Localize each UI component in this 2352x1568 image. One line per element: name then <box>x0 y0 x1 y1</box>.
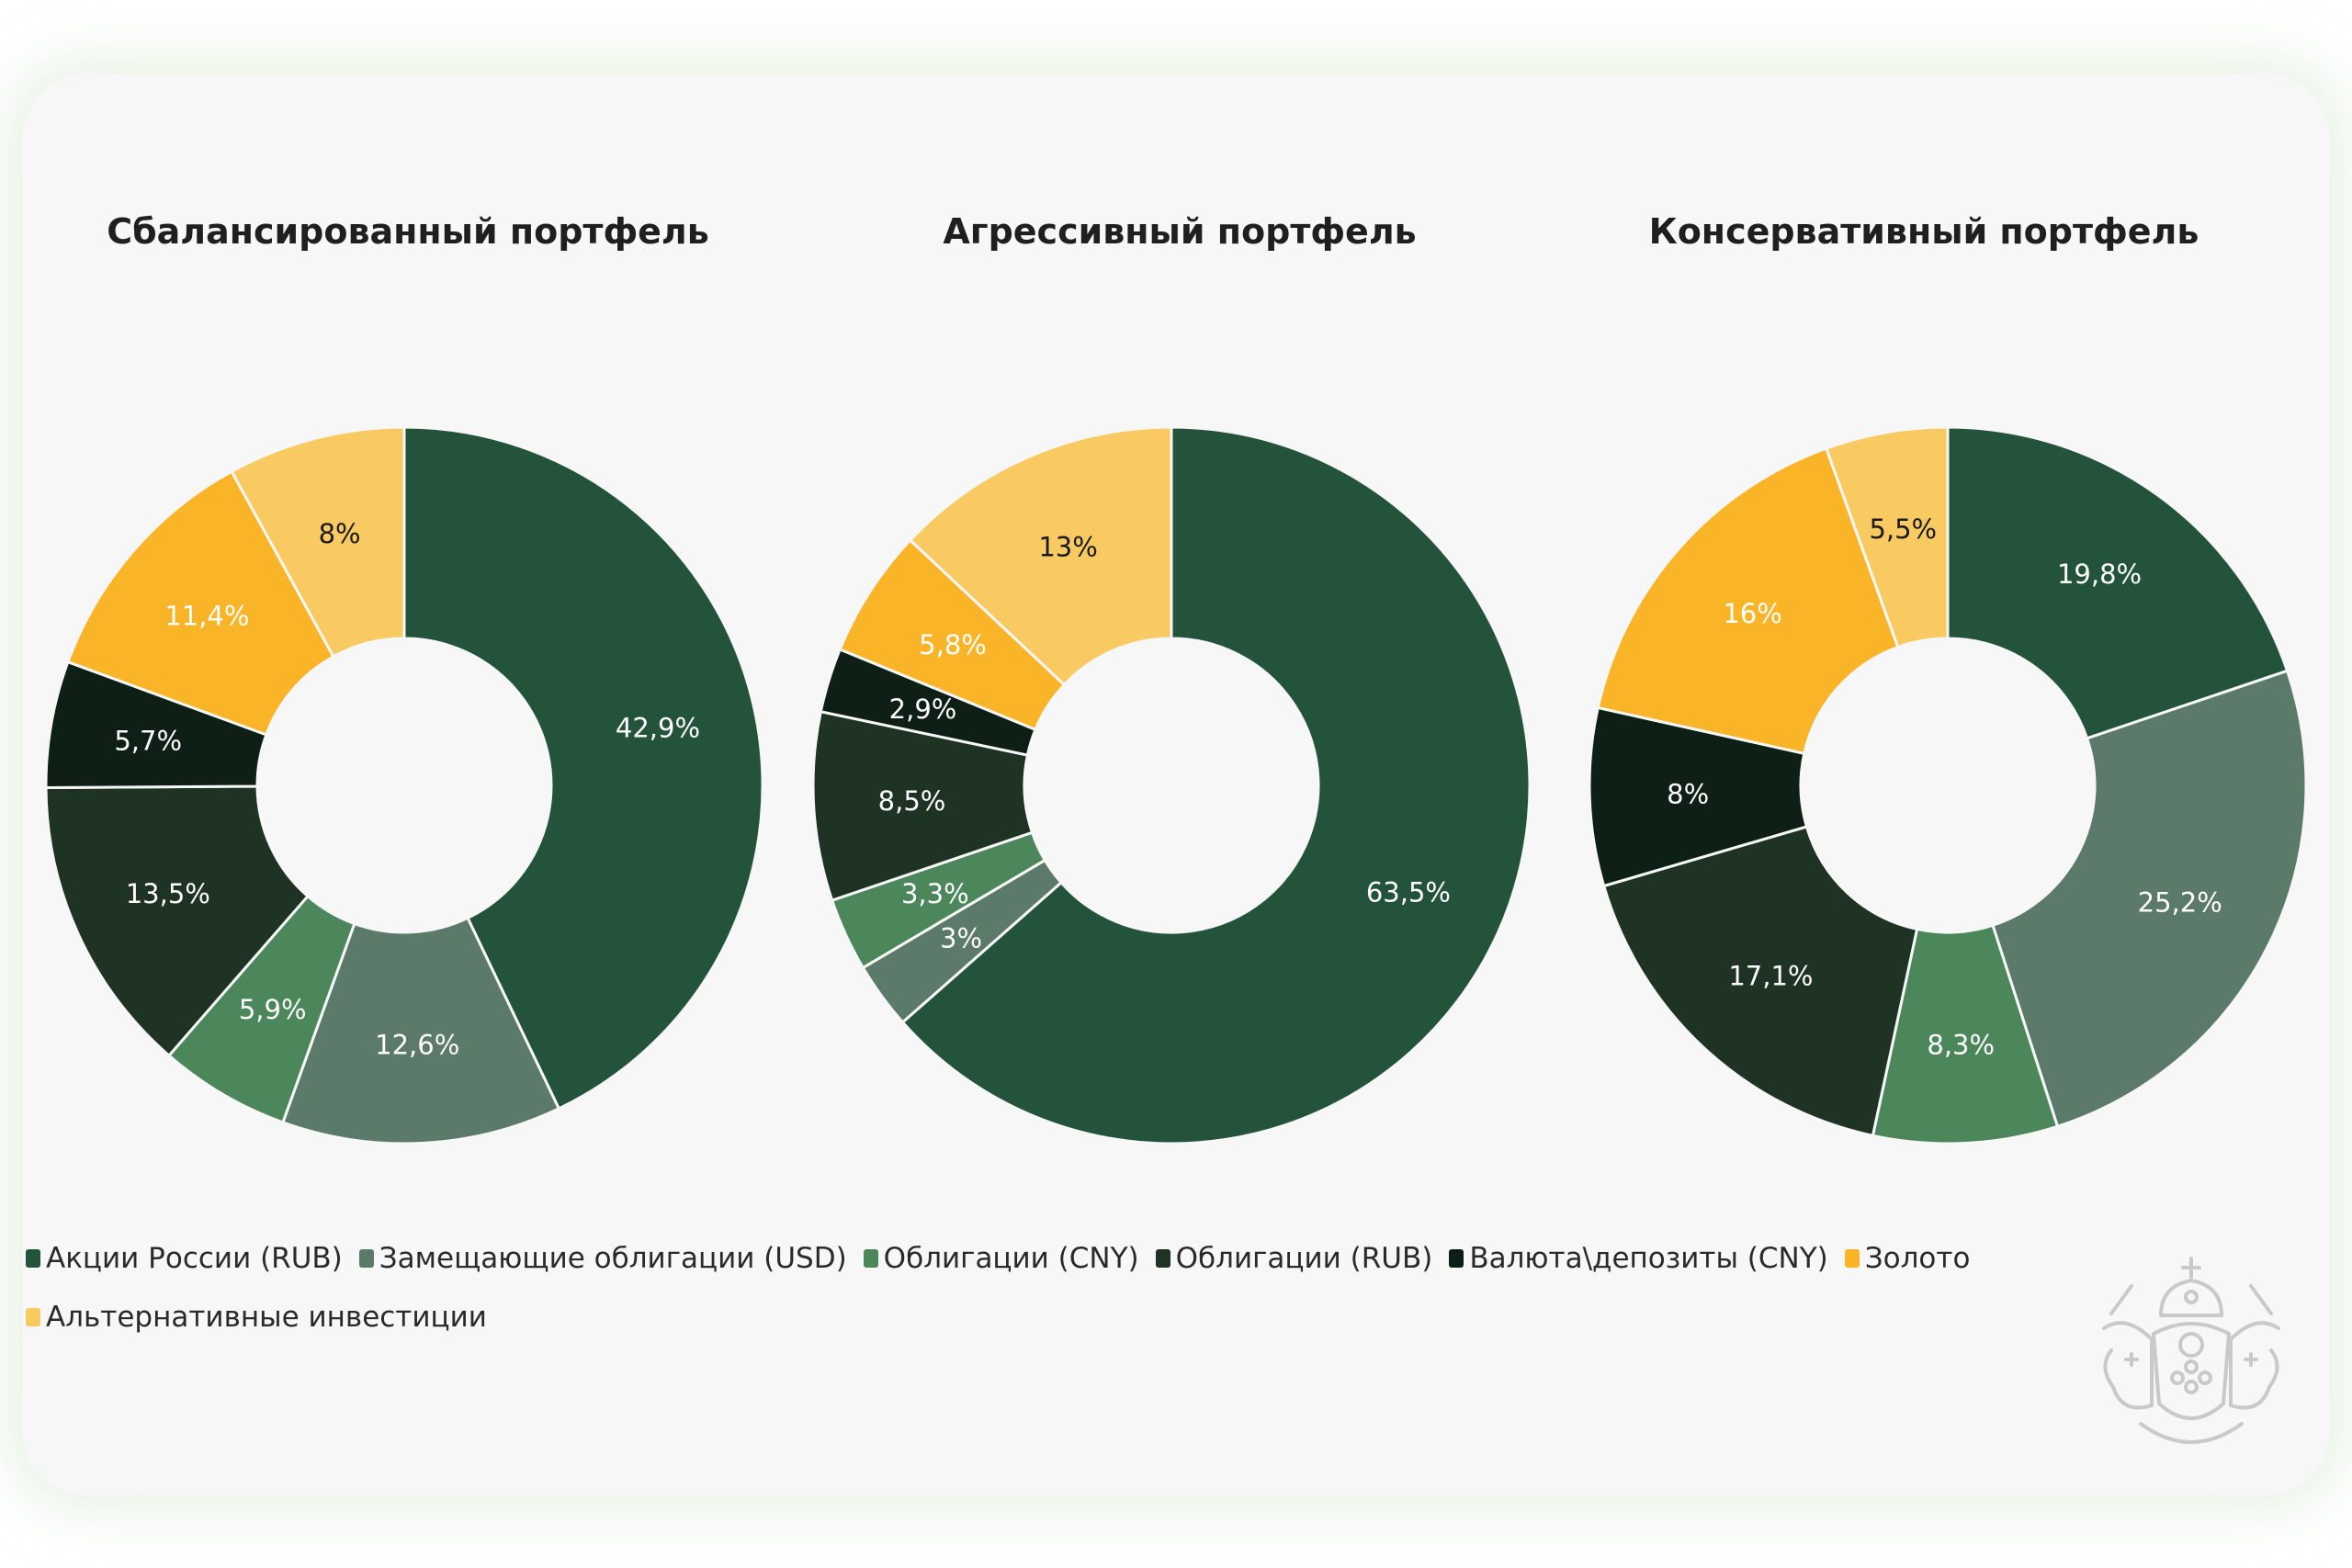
legend-swatch <box>1155 1249 1170 1268</box>
legend-label: Акции России (RUB) <box>46 1242 343 1275</box>
legend-item: Облигации (CNY) <box>863 1242 1139 1275</box>
donut-slice <box>1601 825 1919 1138</box>
slice-data-label: 13,5% <box>126 878 210 909</box>
donut-slice <box>1946 425 2290 740</box>
legend-label: Валюта\депозиты (CNY) <box>1469 1242 1828 1275</box>
legend-swatch <box>358 1249 374 1268</box>
slice-data-label: 19,8% <box>2057 558 2142 590</box>
legend-label: Облигации (RUB) <box>1175 1242 1433 1275</box>
slice-data-label: 8,3% <box>1927 1030 1995 1061</box>
donut-chart-2: 19,8% 25,2% 8,3% 17,1% 8% 16% 5,5% <box>1588 425 2308 1145</box>
legend-item: Золото <box>1844 1242 1971 1275</box>
chart-title-conservative: Консервативный портфель <box>1648 211 2199 252</box>
legend-item: Валюта\депозиты (CNY) <box>1449 1242 1828 1275</box>
donut-slice <box>230 425 406 659</box>
donut-slice <box>1596 446 1900 756</box>
slice-data-label: 17,1% <box>1728 960 1813 991</box>
donut-slice <box>908 425 1173 687</box>
legend-item: Акции России (RUB) <box>26 1242 343 1275</box>
slice-data-label: 16% <box>1723 598 1781 629</box>
donut-chart-0: 42,9% 12,6% 5,9% 13,5% 5,7% 11,4% 8% <box>44 425 764 1145</box>
slice-data-label: 13% <box>1038 531 1097 562</box>
slice-data-label: 5,5% <box>1869 513 1937 545</box>
donut-slice <box>1824 425 1950 649</box>
slice-data-label: 3,3% <box>901 878 969 909</box>
slice-data-label: 12,6% <box>375 1030 459 1061</box>
slice-data-label: 3% <box>940 922 982 953</box>
legend-swatch <box>26 1308 40 1326</box>
slice-data-label: 42,9% <box>616 712 700 743</box>
chart-card: Сбалансированный портфель Агрессивный по… <box>22 73 2330 1495</box>
legend-item: Облигации (RUB) <box>1155 1242 1433 1275</box>
donut-slice <box>402 425 764 1111</box>
legend-swatch <box>863 1249 878 1268</box>
legend-item: Замещающие облигации (USD) <box>358 1242 847 1275</box>
donut-slice <box>1871 923 2060 1145</box>
legend-item: Альтернативные инвестиции <box>26 1301 487 1334</box>
slice-data-label: 2,9% <box>889 694 957 725</box>
legend-label: Золото <box>1864 1242 1971 1275</box>
coat-of-arms-icon <box>2102 1257 2280 1444</box>
slice-data-label: 63,5% <box>1366 876 1451 908</box>
donut-slice <box>44 784 311 1058</box>
legend-swatch <box>1449 1249 1464 1268</box>
donut-slice <box>900 425 1532 1145</box>
donut-chart-1: 63,5% 3% 3,3% 8,5% 2,9% 5,8% 13% <box>811 425 1532 1145</box>
donut-slice <box>280 916 561 1145</box>
chart-title-balanced: Сбалансированный портфель <box>107 211 709 252</box>
slice-data-label: 5,7% <box>114 725 182 756</box>
slice-data-label: 8% <box>1667 778 1709 809</box>
legend-label: Облигации (CNY) <box>883 1242 1139 1275</box>
legend: Акции России (RUB) Замещающие облигации (… <box>26 1242 2047 1334</box>
slice-data-label: 5,8% <box>919 629 987 660</box>
slice-data-label: 8% <box>319 518 361 549</box>
legend-swatch <box>26 1249 40 1268</box>
donut-slice <box>1991 669 2308 1129</box>
legend-label: Альтернативные инвестиции <box>46 1301 487 1334</box>
legend-swatch <box>1844 1249 1860 1268</box>
slice-data-label: 25,2% <box>2138 886 2222 918</box>
chart-title-aggressive: Агрессивный портфель <box>943 211 1417 252</box>
slice-data-label: 5,9% <box>239 994 307 1025</box>
slice-data-label: 8,5% <box>878 785 946 817</box>
slice-data-label: 11,4% <box>164 601 249 632</box>
legend-label: Замещающие облигации (USD) <box>379 1242 847 1275</box>
